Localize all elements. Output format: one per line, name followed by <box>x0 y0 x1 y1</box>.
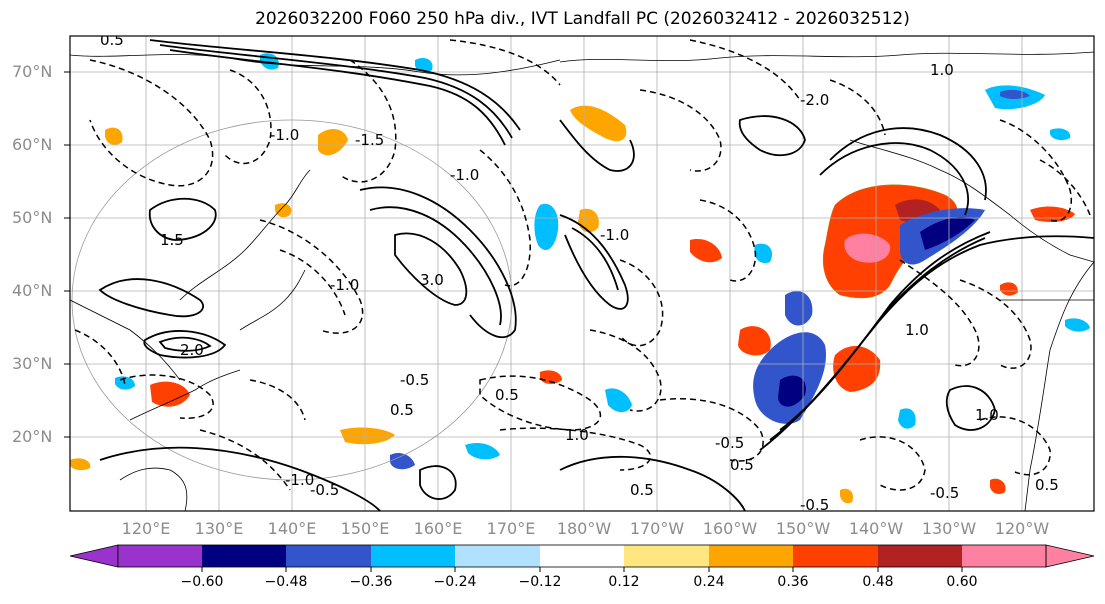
colorbar-tick-label: −0.48 <box>264 574 308 590</box>
contour-label: 0.5 <box>730 456 754 474</box>
contour-labels: -1.0 -1.5 1.5 -1.0 2.0 3.0 -1.0 -0.5 0.5… <box>100 31 1059 514</box>
contour-label: 0.5 <box>390 401 414 419</box>
contour-label: -1.0 <box>600 226 629 244</box>
colorbar-tick-label: 0.24 <box>693 574 725 590</box>
lat-label: 60°N <box>12 135 53 154</box>
contour-label: 3.0 <box>420 271 444 289</box>
lat-label: 40°N <box>12 281 53 300</box>
colorbar-swatch <box>540 545 624 567</box>
lat-label: 30°N <box>12 354 53 373</box>
contour-label: 2.0 <box>180 341 204 359</box>
colorbar-tick-label: 0.12 <box>608 574 640 590</box>
lon-label: 130°E <box>194 519 244 538</box>
contour-label: -0.5 <box>400 371 429 389</box>
colorbar <box>69 544 1095 572</box>
contour-label: -0.5 <box>715 434 744 452</box>
colorbar-swatch <box>793 545 878 567</box>
colorbar-swatch <box>878 545 962 567</box>
colorbar-tick-label: −0.24 <box>433 574 477 590</box>
colorbar-swatch <box>202 545 286 567</box>
contour-label: -1.0 <box>270 126 299 144</box>
colorbar-swatch <box>624 545 709 567</box>
lon-label: 160°W <box>702 519 758 538</box>
colorbar-tick-label: −0.12 <box>518 574 562 590</box>
contour-label: -1.0 <box>330 276 359 294</box>
lon-label: 170°W <box>629 519 685 538</box>
colorbar-tick-label: −0.60 <box>180 574 224 590</box>
map-frame <box>69 35 1095 512</box>
colorbar-swatch <box>455 545 540 567</box>
lon-label: 130°W <box>921 519 977 538</box>
graticule <box>70 36 1094 511</box>
colorbar-extend-high <box>1045 544 1095 568</box>
coastlines <box>70 51 1094 511</box>
map-area: -1.0 -1.5 1.5 -1.0 2.0 3.0 -1.0 -0.5 0.5… <box>70 31 1094 514</box>
lat-label: 50°N <box>12 208 53 227</box>
lon-label: 150°E <box>340 519 390 538</box>
contour-label: 1.0 <box>930 61 954 79</box>
lat-label: 70°N <box>12 62 53 81</box>
colorbar-tick-label: 0.36 <box>777 574 809 590</box>
ivt-contours-solid <box>98 39 1094 511</box>
contour-label: -2.0 <box>800 91 829 109</box>
colorbar-extend-low <box>69 544 119 568</box>
contour-label: -0.5 <box>310 481 339 499</box>
lon-label: 140°E <box>267 519 317 538</box>
contour-label: 1.0 <box>565 426 589 444</box>
contour-label: -0.5 <box>930 484 959 502</box>
lat-label: 20°N <box>12 427 53 446</box>
colorbar-swatch <box>286 545 371 567</box>
colorbar-swatch <box>962 545 1046 567</box>
contour-label: -1.0 <box>450 166 479 184</box>
shaded-divergence <box>70 53 1090 504</box>
lon-label: 150°W <box>775 519 831 538</box>
axis-ticks <box>64 71 70 438</box>
lon-label: 160°E <box>413 519 463 538</box>
contour-label: 1.0 <box>905 321 929 339</box>
lon-label: 180°W <box>556 519 612 538</box>
contour-label: -0.5 <box>800 496 829 514</box>
colorbar-swatch <box>118 545 202 567</box>
lon-label: 140°W <box>848 519 904 538</box>
contour-label: 0.5 <box>1035 476 1059 494</box>
colorbar-swatch <box>371 545 455 567</box>
contour-label: 0.5 <box>100 31 124 49</box>
ivt-contours-dashed <box>74 39 1091 491</box>
lon-label: 170°E <box>486 519 536 538</box>
colorbar-tick-label: −0.36 <box>349 574 393 590</box>
contour-label: 0.5 <box>630 481 654 499</box>
colorbar-swatch <box>709 545 793 567</box>
contour-label: 1.0 <box>975 406 999 424</box>
contour-label: -1.0 <box>285 471 314 489</box>
lon-label: 120°W <box>994 519 1050 538</box>
colorbar-tick-label: 0.48 <box>862 574 894 590</box>
contour-label: 1.5 <box>160 231 184 249</box>
contour-label: -1.5 <box>355 131 384 149</box>
colorbar-tick-label: 0.60 <box>946 574 978 590</box>
figure-title: 2026032200 F060 250 hPa div., IVT Landfa… <box>255 9 910 29</box>
contour-label: 0.5 <box>495 386 519 404</box>
lon-label: 120°E <box>121 519 171 538</box>
